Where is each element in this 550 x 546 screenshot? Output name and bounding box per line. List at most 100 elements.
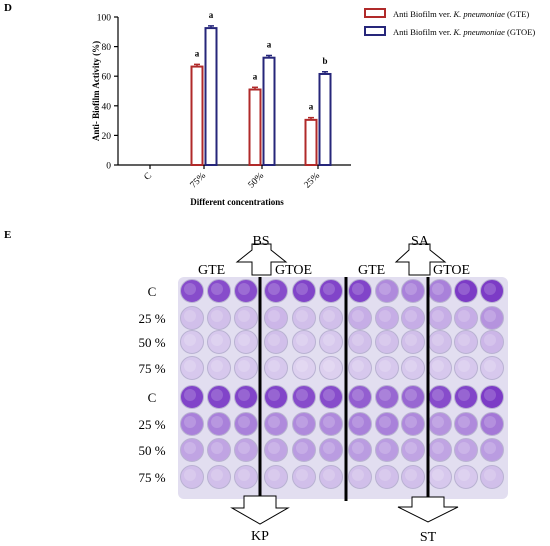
well	[348, 385, 372, 409]
well	[207, 438, 231, 462]
well-highlight	[405, 360, 417, 372]
label-gte-left: GTE	[198, 263, 225, 278]
significance-label: a	[209, 10, 214, 20]
well	[292, 412, 316, 436]
well	[207, 412, 231, 436]
y-tick-label: 80	[102, 43, 112, 53]
well-highlight	[432, 416, 444, 428]
arrow-bs: BS	[235, 234, 288, 276]
well-plate-photo	[178, 277, 508, 501]
well	[264, 330, 288, 354]
well	[180, 412, 204, 436]
y-tick-label: 100	[97, 14, 112, 24]
well-highlight	[379, 283, 391, 295]
well-highlight	[458, 360, 470, 372]
well-highlight	[296, 389, 308, 401]
significance-label: a	[195, 48, 200, 58]
well-highlight	[405, 310, 417, 322]
well	[207, 279, 231, 303]
well	[234, 279, 258, 303]
well-highlight	[211, 283, 223, 295]
well-highlight	[323, 360, 335, 372]
legend-swatch	[364, 8, 386, 18]
well	[264, 306, 288, 330]
y-axis-title: Anti- Biofilm Activity (%)	[91, 41, 101, 141]
well	[401, 438, 425, 462]
well	[480, 306, 504, 330]
well-highlight	[432, 469, 444, 481]
well-highlight	[238, 416, 250, 428]
well-highlight	[184, 442, 196, 454]
x-tick-label: 25%	[303, 171, 322, 190]
well	[292, 306, 316, 330]
well-highlight	[352, 389, 364, 401]
well-highlight	[484, 283, 496, 295]
well-highlight	[184, 334, 196, 346]
well-highlight	[352, 442, 364, 454]
well	[264, 412, 288, 436]
row-label: 75 %	[138, 361, 165, 376]
bar	[304, 118, 318, 166]
legend-label: Anti Biofilm ver. K. pneumoniae (GTOE)	[393, 27, 535, 37]
well-highlight	[184, 416, 196, 428]
well	[480, 465, 504, 489]
arrow-kp-label: KP	[251, 529, 269, 544]
x-axis-title: Different concentrations	[190, 197, 284, 207]
arrow-bs-label: BS	[252, 234, 269, 249]
well-highlight	[211, 389, 223, 401]
well-highlight	[323, 442, 335, 454]
well	[207, 465, 231, 489]
panel-d-letter: D	[4, 2, 12, 14]
well-highlight	[296, 360, 308, 372]
well	[319, 412, 343, 436]
well-highlight	[379, 310, 391, 322]
well	[180, 385, 204, 409]
well	[207, 356, 231, 380]
well-highlight	[432, 360, 444, 372]
well-highlight	[268, 469, 280, 481]
well	[264, 438, 288, 462]
arrow-sa: SA	[394, 234, 447, 276]
y-tick-label: 20	[102, 132, 112, 142]
significance-label: a	[253, 71, 258, 81]
well	[319, 306, 343, 330]
well	[375, 412, 399, 436]
well	[375, 385, 399, 409]
well-highlight	[352, 334, 364, 346]
well	[264, 465, 288, 489]
well	[264, 356, 288, 380]
well	[319, 438, 343, 462]
well-highlight	[211, 310, 223, 322]
y-tick-label: 40	[102, 102, 112, 112]
well	[180, 330, 204, 354]
row-label: C	[148, 390, 157, 405]
well-highlight	[379, 360, 391, 372]
well	[319, 330, 343, 354]
well	[180, 438, 204, 462]
well	[480, 330, 504, 354]
well	[319, 356, 343, 380]
well	[375, 438, 399, 462]
well-highlight	[352, 310, 364, 322]
label-gtoe-left: GTOE	[275, 263, 312, 278]
well	[348, 330, 372, 354]
well-highlight	[296, 283, 308, 295]
well	[207, 330, 231, 354]
well-highlight	[458, 334, 470, 346]
row-label: C	[148, 284, 157, 299]
well	[319, 465, 343, 489]
y-ticks: 0 20 40 60 80 100	[97, 14, 118, 172]
x-tick-label: 50%	[247, 171, 266, 190]
well-highlight	[352, 469, 364, 481]
well	[180, 306, 204, 330]
well-highlight	[296, 310, 308, 322]
well	[292, 279, 316, 303]
well-highlight	[405, 469, 417, 481]
label-gte-right: GTE	[358, 263, 385, 278]
well-highlight	[184, 360, 196, 372]
well	[375, 356, 399, 380]
well	[180, 279, 204, 303]
y-tick-label: 0	[106, 162, 111, 172]
well	[454, 412, 478, 436]
well	[401, 306, 425, 330]
